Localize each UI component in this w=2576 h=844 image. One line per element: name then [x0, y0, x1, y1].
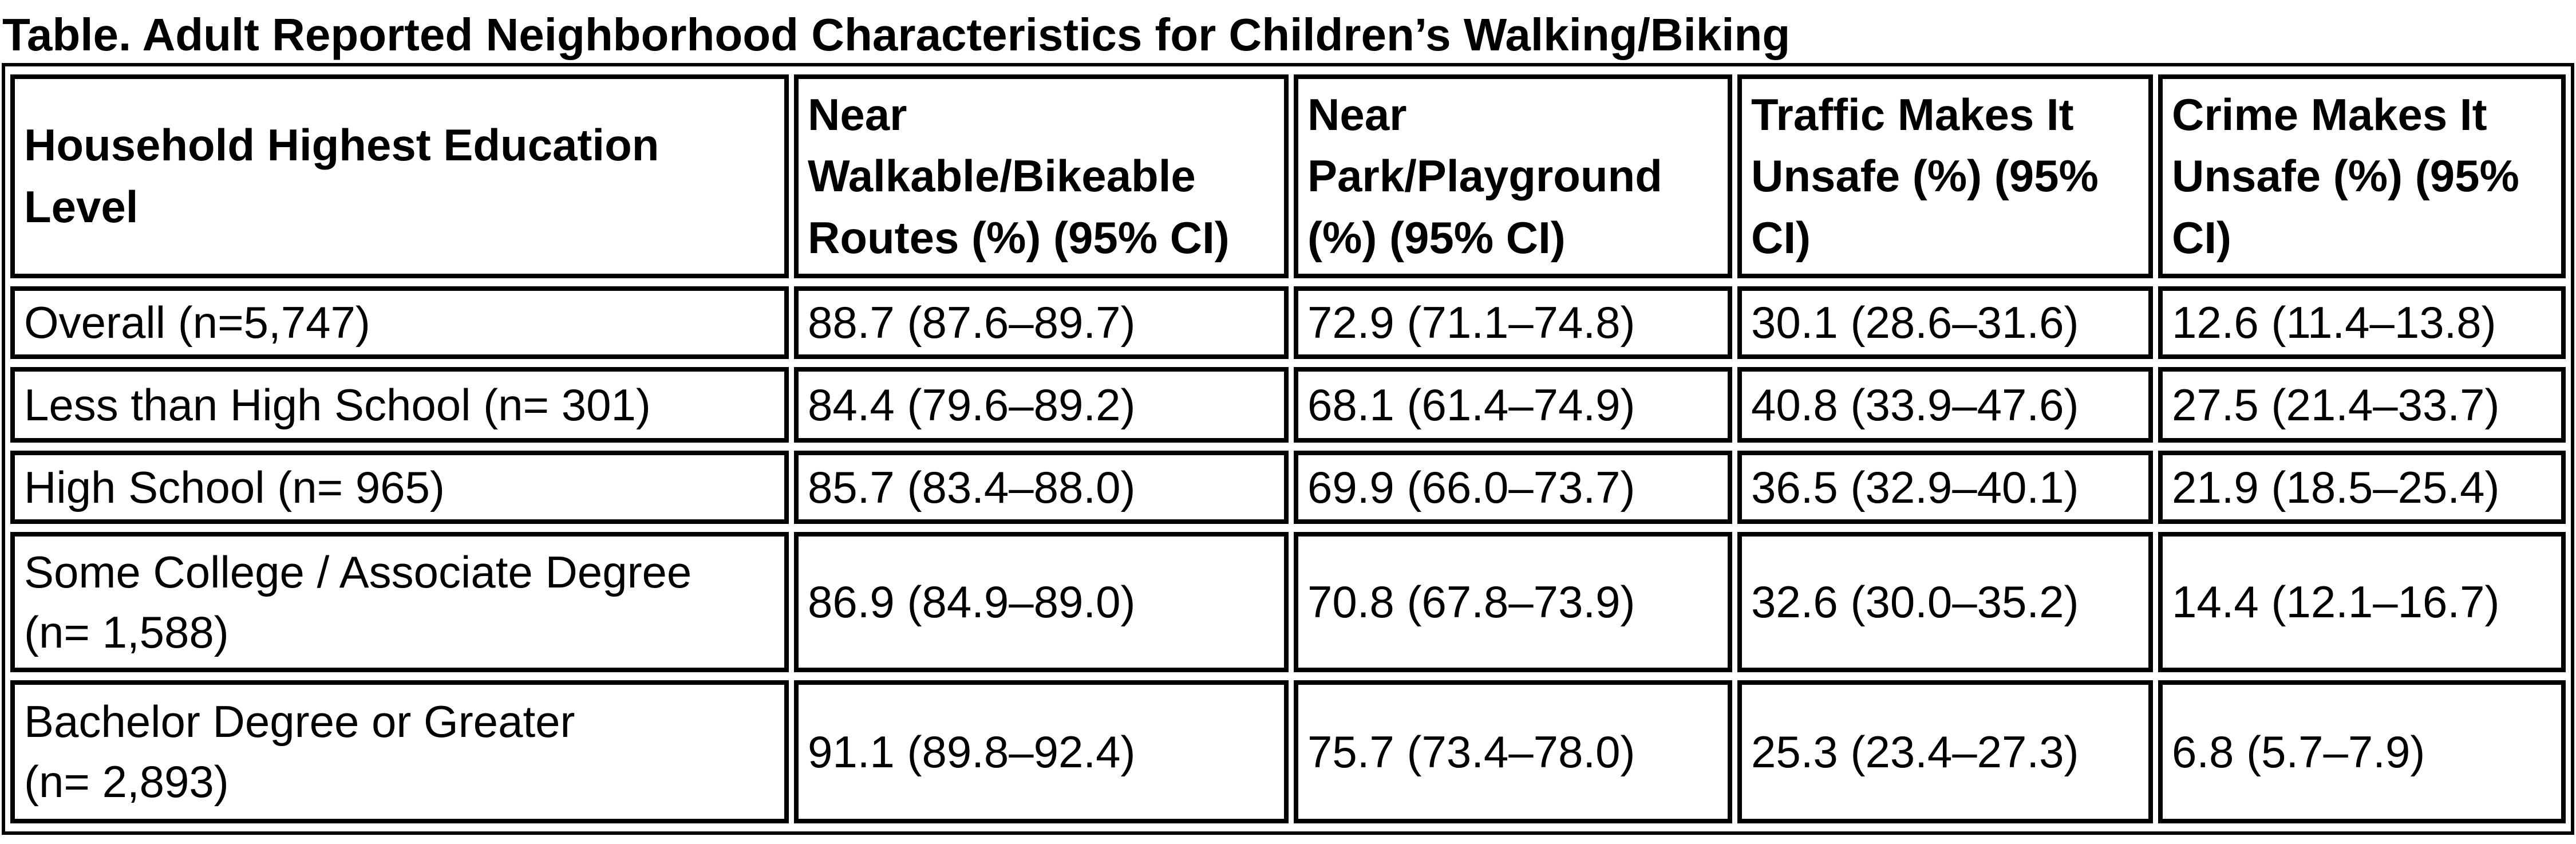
cell-high-school-near-walkable: 85.7 (83.4–88.0) — [794, 451, 1289, 524]
cell-some-college-crime-unsafe: 14.4 (12.1–16.7) — [2158, 532, 2566, 672]
row-label-high-school: High School (n= 965) — [10, 451, 789, 524]
cell-bachelor-traffic-unsafe: 25.3 (23.4–27.3) — [1737, 680, 2153, 823]
table-row-high-school: High School (n= 965) 85.7 (83.4–88.0) 69… — [10, 451, 2566, 524]
table-row-overall: Overall (n=5,747) 88.7 (87.6–89.7) 72.9 … — [10, 286, 2566, 359]
cell-overall-near-walkable: 88.7 (87.6–89.7) — [794, 286, 1289, 359]
column-header-near-park: Near Park/Playground (%) (95% CI) — [1294, 74, 1732, 278]
cell-high-school-near-park: 69.9 (66.0–73.7) — [1294, 451, 1732, 524]
cell-bachelor-near-park: 75.7 (73.4–78.0) — [1294, 680, 1732, 823]
row-label-some-college: Some College / Associate Degree (n= 1,58… — [10, 532, 789, 672]
cell-overall-near-park: 72.9 (71.1–74.8) — [1294, 286, 1732, 359]
cell-bachelor-crime-unsafe: 6.8 (5.7–7.9) — [2158, 680, 2566, 823]
table-row-bachelor-or-greater: Bachelor Degree or Greater (n= 2,893) 91… — [10, 680, 2566, 823]
page-title: Table. Adult Reported Neighborhood Chara… — [2, 9, 1791, 60]
table-row-less-than-high-school: Less than High School (n= 301) 84.4 (79.… — [10, 367, 2566, 443]
cell-less-than-hs-near-walkable: 84.4 (79.6–89.2) — [794, 367, 1289, 443]
column-header-education: Household Highest Education Level — [10, 74, 789, 278]
row-label-overall: Overall (n=5,747) — [10, 286, 789, 359]
cell-less-than-hs-crime-unsafe: 27.5 (21.4–33.7) — [2158, 367, 2566, 443]
cell-some-college-near-park: 70.8 (67.8–73.9) — [1294, 532, 1732, 672]
column-header-near-walkable: Near Walkable/Bikeable Routes (%) (95% C… — [794, 74, 1289, 278]
cell-bachelor-near-walkable: 91.1 (89.8–92.4) — [794, 680, 1289, 823]
cell-less-than-hs-traffic-unsafe: 40.8 (33.9–47.6) — [1737, 367, 2153, 443]
cell-overall-crime-unsafe: 12.6 (11.4–13.8) — [2158, 286, 2566, 359]
row-label-less-than-high-school: Less than High School (n= 301) — [10, 367, 789, 443]
column-header-crime-unsafe: Crime Makes It Unsafe (%) (95% CI) — [2158, 74, 2566, 278]
table-row-some-college: Some College / Associate Degree (n= 1,58… — [10, 532, 2566, 672]
cell-less-than-hs-near-park: 68.1 (61.4–74.9) — [1294, 367, 1732, 443]
header-row: Household Highest Education Level Near W… — [10, 74, 2566, 278]
column-header-traffic-unsafe: Traffic Makes It Unsafe (%) (95% CI) — [1737, 74, 2153, 278]
neighborhood-characteristics-table: Household Highest Education Level Near W… — [2, 63, 2574, 835]
cell-high-school-traffic-unsafe: 36.5 (32.9–40.1) — [1737, 451, 2153, 524]
cell-some-college-near-walkable: 86.9 (84.9–89.0) — [794, 532, 1289, 672]
cell-overall-traffic-unsafe: 30.1 (28.6–31.6) — [1737, 286, 2153, 359]
cell-some-college-traffic-unsafe: 32.6 (30.0–35.2) — [1737, 532, 2153, 672]
row-label-bachelor-or-greater: Bachelor Degree or Greater (n= 2,893) — [10, 680, 789, 823]
cell-high-school-crime-unsafe: 21.9 (18.5–25.4) — [2158, 451, 2566, 524]
